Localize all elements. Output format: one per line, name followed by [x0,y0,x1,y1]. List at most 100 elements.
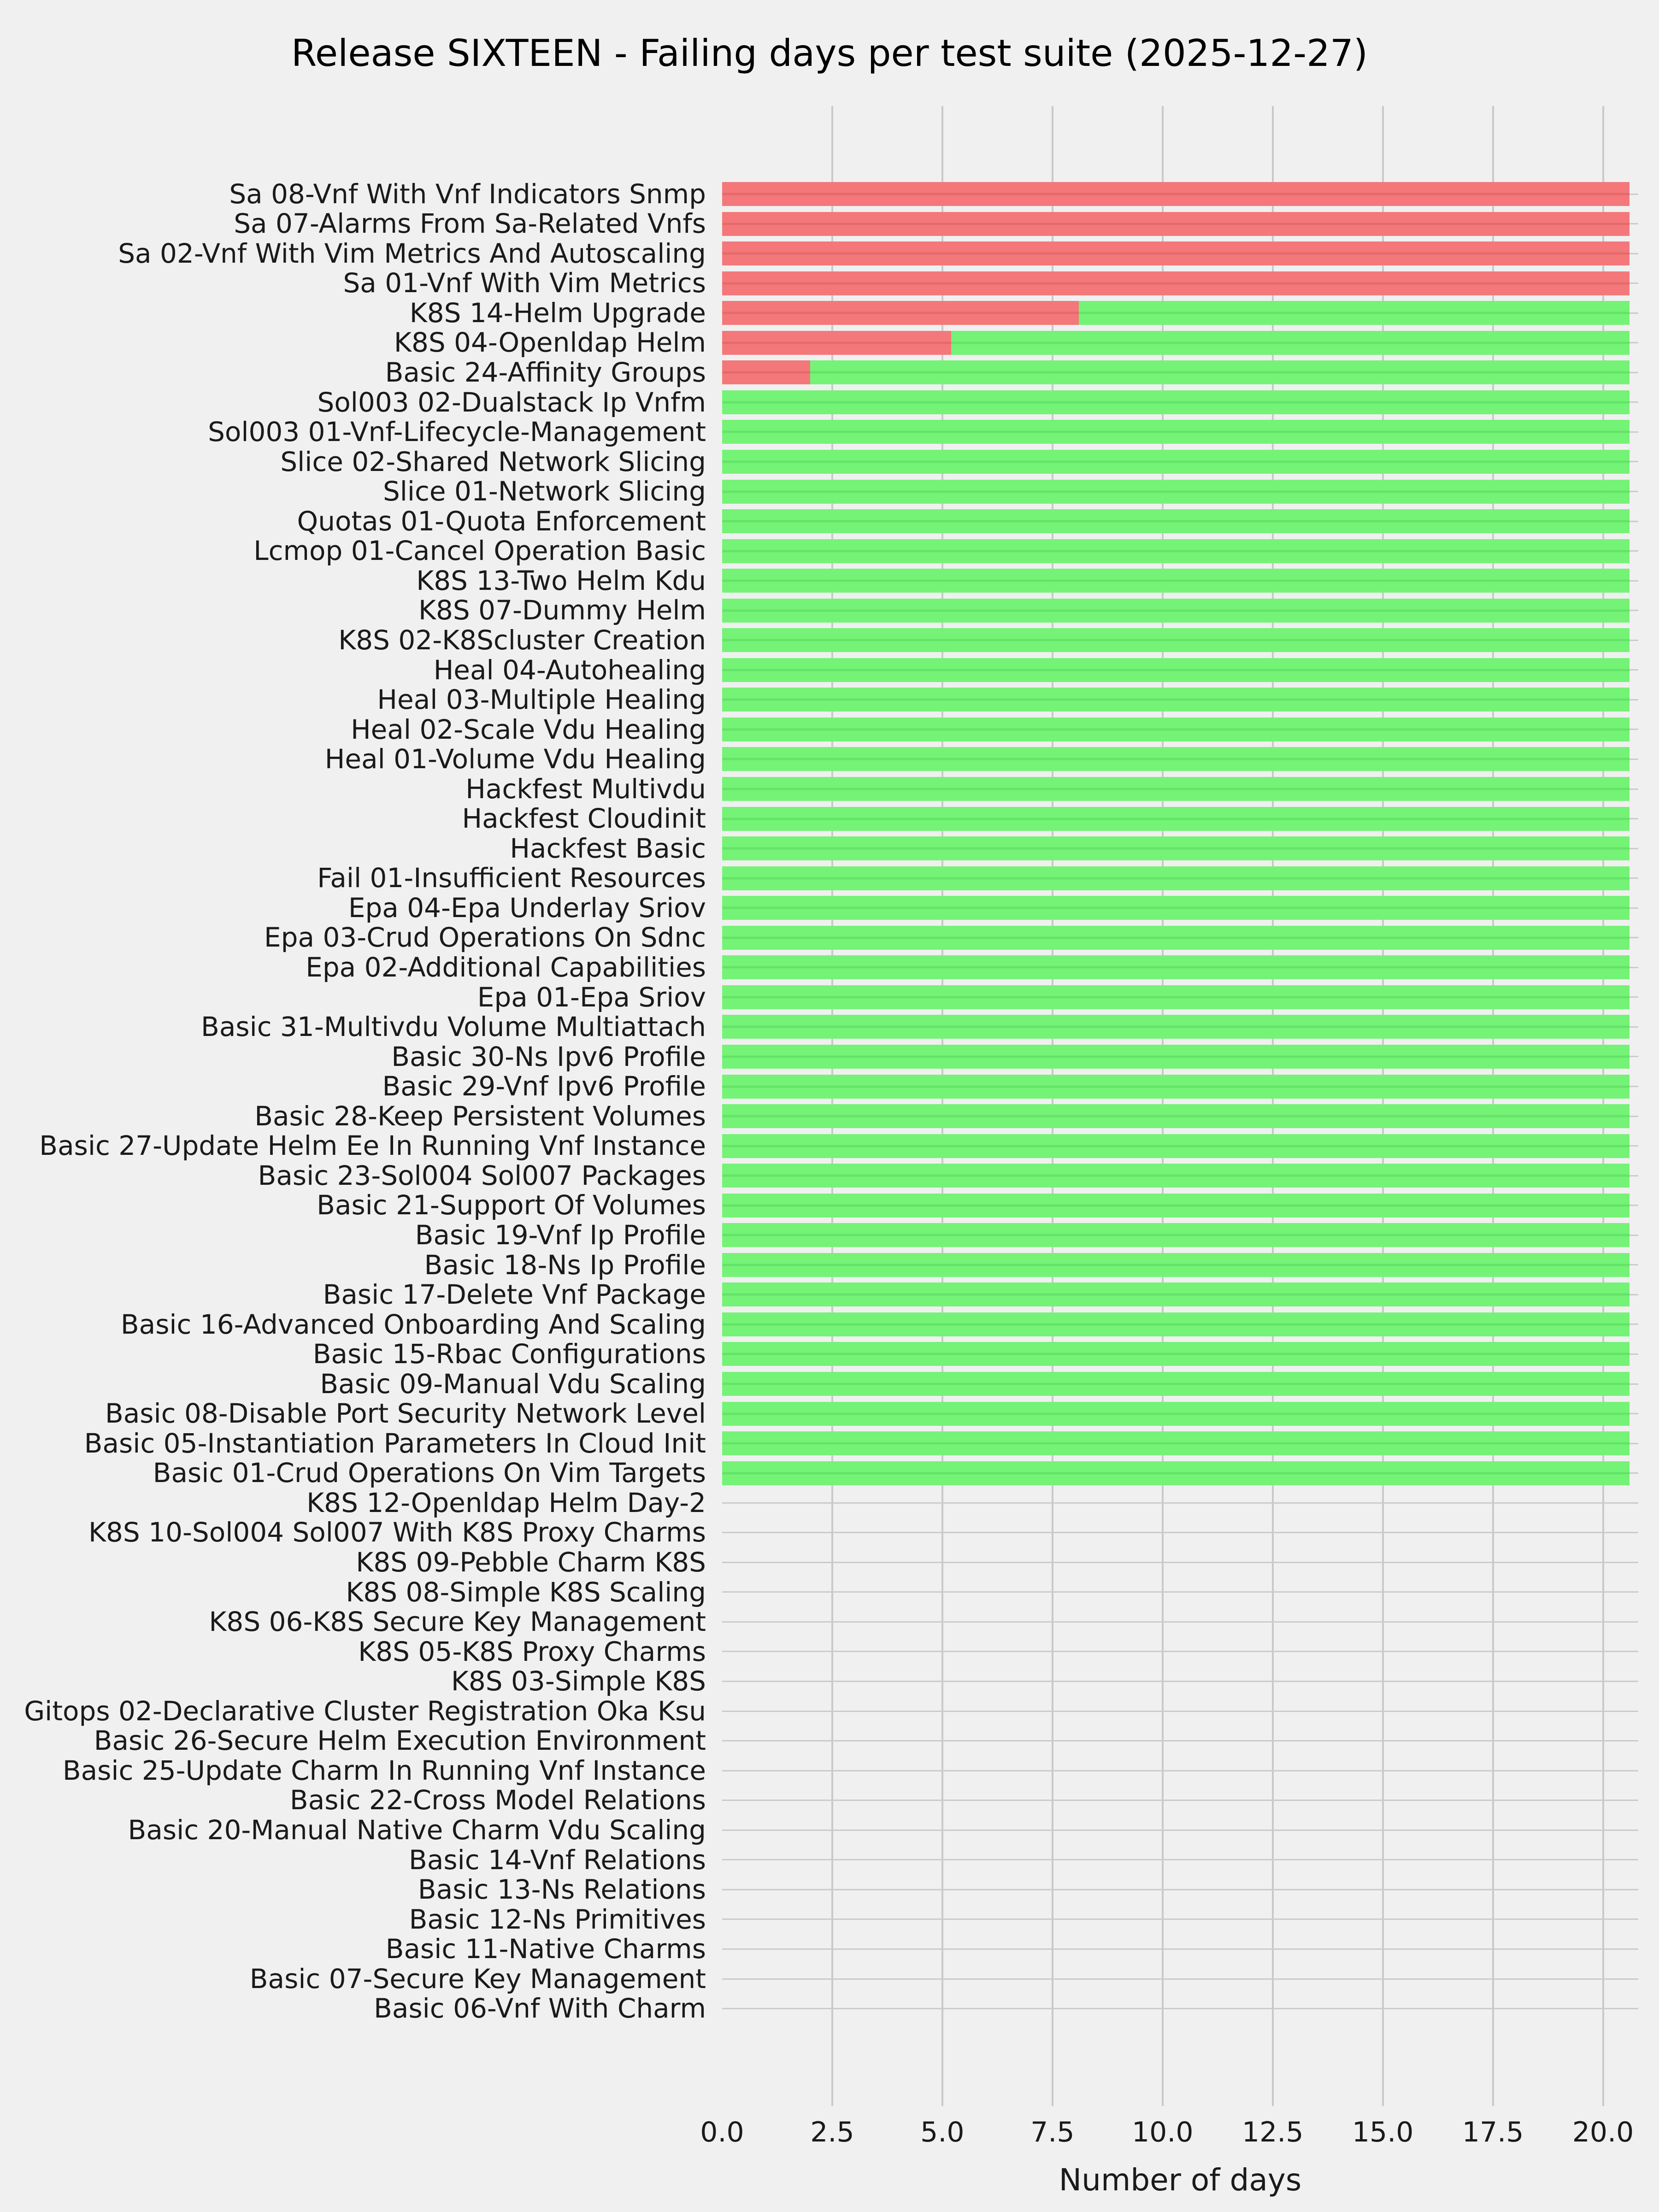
y-tick-label: K8S 14-Helm Upgrade [409,297,706,329]
y-gridline [722,1918,1638,1920]
bar-Basic 09-Manual Vdu Scaling [722,1372,1630,1396]
passing-segment [1079,301,1630,325]
x-tick-label: 7.5 [1030,2116,1075,2148]
y-tick-label: K8S 06-K8S Secure Key Management [209,1606,706,1638]
y-gridline [722,1651,1638,1653]
x-tick-label: 2.5 [810,2116,854,2148]
passing-segment [722,717,1630,741]
y-tick-label: Basic 23-Sol004 Sol007 Packages [258,1159,706,1191]
passing-segment [722,836,1630,861]
y-tick-label: Heal 01-Volume Vdu Healing [324,743,706,775]
bar-Lcmop 01-Cancel Operation Basic [722,539,1630,563]
failing-segment [722,241,1630,266]
y-tick-label: Basic 11-Native Charms [385,1933,706,1965]
failing-segment [722,360,811,385]
y-gridline [722,1978,1638,1980]
y-gridline [722,1800,1638,1801]
passing-segment [810,360,1630,385]
passing-segment [722,985,1630,1009]
passing-segment [722,925,1630,950]
y-gridline [722,1948,1638,1950]
y-tick-label: Basic 14-Vnf Relations [409,1844,706,1876]
y-tick-label: Epa 04-Epa Underlay Sriov [348,892,706,924]
bar-Sa 01-Vnf With Vim Metrics [722,271,1630,295]
bar-Basic 17-Delete Vnf Package [722,1282,1630,1307]
y-tick-label: Basic 19-Vnf Ip Profile [415,1219,706,1251]
y-gridline [722,1561,1638,1563]
y-tick-label: Basic 26-Secure Helm Execution Environme… [94,1725,706,1757]
y-gridline [722,1888,1638,1890]
passing-segment [722,569,1630,593]
passing-segment [722,866,1630,890]
x-tick-label: 17.5 [1462,2116,1524,2148]
passing-segment [951,330,1630,355]
y-tick-label: Epa 03-Crud Operations On Sdnc [264,922,706,953]
bar-Epa 01-Epa Sriov [722,985,1630,1009]
y-gridline [722,1770,1638,1771]
bar-Basic 28-Keep Persistent Volumes [722,1104,1630,1129]
y-tick-label: Basic 27-Update Helm Ee In Running Vnf I… [39,1130,706,1162]
passing-segment [722,1134,1630,1158]
y-tick-label: Basic 15-Rbac Configurations [312,1338,706,1370]
y-tick-label: Gitops 02-Declarative Cluster Registrati… [24,1695,706,1727]
passing-segment [722,420,1630,444]
bar-Sa 08-Vnf With Vnf Indicators Snmp [722,182,1630,206]
bar-Basic 29-Vnf Ipv6 Profile [722,1074,1630,1099]
passing-segment [722,1372,1630,1396]
y-tick-label: Hackfest Multivdu [465,773,706,805]
y-gridline [722,1740,1638,1742]
bar-Basic 19-Vnf Ip Profile [722,1223,1630,1247]
x-tick-label: 12.5 [1241,2116,1304,2148]
y-tick-label: Basic 05-Instantiation Parameters In Clo… [84,1427,706,1459]
bar-Basic 16-Advanced Onboarding And Scaling [722,1312,1630,1336]
y-tick-label: K8S 09-Pebble Charm K8S [356,1547,706,1578]
y-tick-label: Basic 13-Ns Relations [418,1874,706,1906]
y-tick-label: Slice 02-Shared Network Slicing [280,446,706,477]
y-tick-label: Sa 02-Vnf With Vim Metrics And Autoscali… [118,237,706,269]
bar-Quotas 01-Quota Enforcement [722,509,1630,534]
plot-area [722,106,1638,2106]
bar-Sa 02-Vnf With Vim Metrics And Autoscaling [722,241,1630,266]
y-tick-label: Sol003 02-Dualstack Ip Vnfm [317,386,706,418]
bar-Sa 07-Alarms From Sa-Related Vnfs [722,212,1630,236]
y-tick-label: Basic 09-Manual Vdu Scaling [320,1368,706,1400]
y-tick-label: Basic 28-Keep Persistent Volumes [254,1100,706,1132]
failing-segment [722,212,1630,236]
y-tick-label: Basic 29-Vnf Ipv6 Profile [382,1071,706,1102]
passing-segment [722,896,1630,920]
y-tick-label: Basic 18-Ns Ip Profile [424,1249,706,1281]
y-tick-label: Basic 12-Ns Primitives [409,1903,706,1935]
x-tick-label: 15.0 [1352,2116,1414,2148]
bar-Hackfest Basic [722,836,1630,861]
bar-Basic 30-Ns Ipv6 Profile [722,1044,1630,1069]
passing-segment [722,479,1630,504]
y-tick-label: K8S 10-Sol004 Sol007 With K8S Proxy Char… [88,1517,706,1548]
y-tick-label: Basic 08-Disable Port Security Network L… [105,1398,706,1430]
bar-Basic 15-Rbac Configurations [722,1342,1630,1366]
bar-K8S 14-Helm Upgrade [722,301,1630,325]
y-gridline [722,2008,1638,2010]
bar-Fail 01-Insufficient Resources [722,866,1630,890]
y-tick-label: K8S 02-K8Scluster Creation [338,624,706,656]
failing-segment [722,330,951,355]
bar-Heal 02-Scale Vdu Healing [722,717,1630,741]
bar-Hackfest Multivdu [722,777,1630,801]
y-tick-label: Basic 06-Vnf With Charm [374,1993,706,2024]
y-tick-label: Basic 21-Support Of Volumes [317,1189,706,1221]
y-tick-label: Hackfest Cloudinit [462,803,706,835]
bar-Basic 01-Crud Operations On Vim Targets [722,1461,1630,1485]
y-tick-label: Heal 04-Autohealing [433,654,706,686]
bar-Sol003 02-Dualstack Ip Vnfm [722,390,1630,414]
y-tick-label: K8S 04-Openldap Helm [394,327,706,359]
y-tick-label: Basic 30-Ns Ipv6 Profile [391,1041,706,1072]
passing-segment [722,390,1630,414]
y-tick-label: K8S 05-K8S Proxy Charms [358,1635,706,1667]
bar-Basic 08-Disable Port Security Network Level [722,1401,1630,1426]
y-tick-label: Basic 25-Update Charm In Running Vnf Ins… [62,1754,706,1786]
y-tick-label: Epa 01-Epa Sriov [477,981,706,1013]
bar-Basic 27-Update Helm Ee In Running Vnf Instance [722,1134,1630,1158]
bar-Basic 05-Instantiation Parameters In Cloud Init [722,1431,1630,1456]
failing-segment [722,182,1630,206]
bar-Heal 03-Multiple Healing [722,688,1630,712]
